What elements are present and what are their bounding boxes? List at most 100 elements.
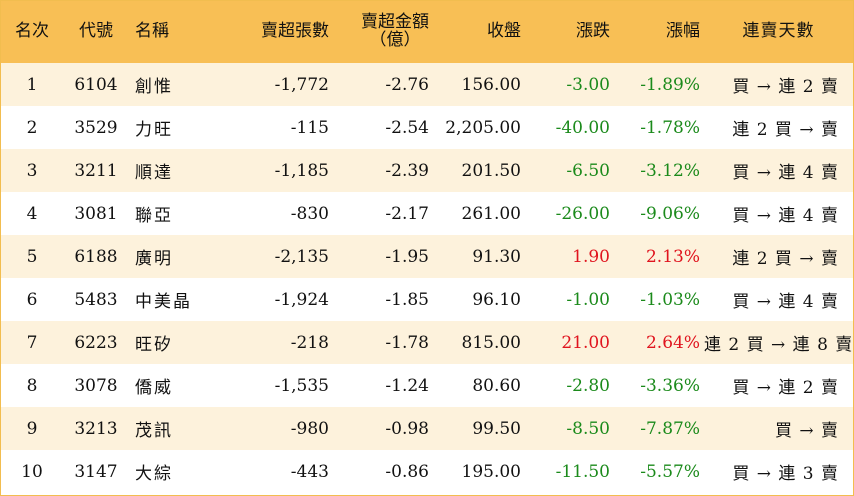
cell-consecutive-days: 買 → 連 2 賣 xyxy=(732,77,839,97)
header-net-sell-amount: 賣超金額 （億） xyxy=(333,1,433,63)
cell-code: 6188 xyxy=(74,246,118,267)
cell-consecutive-days: 連 2 買 → 賣 xyxy=(732,249,839,269)
cell-consecutive-days: 買 → 連 4 賣 xyxy=(732,163,839,183)
cell-consecutive-days: 買 → 賣 xyxy=(774,421,839,441)
cell-net-sell-lots: -980 xyxy=(290,418,329,439)
cell-change: 21.00 xyxy=(561,332,610,353)
table-row: 7 6223 旺矽 -218 -1.78 815.00 21.00 2.64% 連 2 買 → … xyxy=(1,321,853,364)
table-row: 2 3529 力旺 -115 -2.54 2,205.00 -40.00 -1.78% 連 2 … xyxy=(1,106,853,149)
cell-net-sell-amount: -2.39 xyxy=(385,160,429,181)
header-name: 名稱 xyxy=(135,21,169,42)
cell-name: 僑威 xyxy=(135,378,173,398)
cell-rank: 7 xyxy=(26,332,38,353)
cell-change-pct: -1.78% xyxy=(640,117,700,138)
cell-close: 201.50 xyxy=(461,160,521,181)
cell-close: 80.60 xyxy=(472,375,521,396)
cell-net-sell-amount: -1.85 xyxy=(385,289,429,310)
cell-name: 順達 xyxy=(135,163,173,183)
cell-net-sell-amount: -0.98 xyxy=(385,418,429,439)
cell-consecutive-days: 買 → 連 2 賣 xyxy=(732,378,839,398)
cell-code: 3147 xyxy=(74,461,118,482)
cell-name: 中美晶 xyxy=(135,292,192,312)
cell-rank: 8 xyxy=(26,375,38,396)
cell-change-pct: -9.06% xyxy=(640,203,700,224)
cell-code: 3529 xyxy=(74,117,118,138)
cell-net-sell-lots: -1,924 xyxy=(274,289,329,310)
header-net-sell-amount-label: 賣超金額 （億） xyxy=(361,12,429,50)
cell-change: 1.90 xyxy=(572,246,610,267)
header-code: 代號 xyxy=(79,21,113,42)
cell-change: -11.50 xyxy=(555,461,610,482)
header-row: 名次 代號 名稱 賣超張數 賣超金額 （億） 收盤 漲跌 漲幅 連賣天數 xyxy=(1,1,853,63)
cell-rank: 1 xyxy=(26,74,38,95)
cell-net-sell-lots: -2,135 xyxy=(274,246,329,267)
cell-close: 96.10 xyxy=(472,289,521,310)
cell-net-sell-amount: -2.54 xyxy=(385,117,429,138)
cell-code: 6223 xyxy=(74,332,118,353)
cell-net-sell-lots: -1,535 xyxy=(274,375,329,396)
cell-net-sell-lots: -115 xyxy=(290,117,329,138)
header-net-sell-amount-line2: （億） xyxy=(369,30,421,50)
table-row: 10 3147 大綜 -443 -0.86 195.00 -11.50 -5.57% 買 → 連… xyxy=(1,450,853,493)
header-close: 收盤 xyxy=(487,21,521,42)
cell-close: 2,205.00 xyxy=(445,117,521,138)
cell-change-pct: 2.13% xyxy=(645,246,700,267)
table-body: 1 6104 創惟 -1,772 -2.76 156.00 -3.00 -1.89% 買 → 連… xyxy=(1,63,853,493)
table-row: 8 3078 僑威 -1,535 -1.24 80.60 -2.80 -3.36% 買 → 連 … xyxy=(1,364,853,407)
table-row: 4 3081 聯亞 -830 -2.17 261.00 -26.00 -9.06% 買 → 連 … xyxy=(1,192,853,235)
cell-net-sell-amount: -0.86 xyxy=(385,461,429,482)
cell-net-sell-amount: -2.76 xyxy=(385,74,429,95)
cell-change-pct: -7.87% xyxy=(640,418,700,439)
cell-consecutive-days: 買 → 連 4 賣 xyxy=(732,292,839,312)
cell-change: -3.00 xyxy=(566,74,610,95)
cell-code: 5483 xyxy=(74,289,118,310)
cell-net-sell-amount: -1.24 xyxy=(385,375,429,396)
table-row: 9 3213 茂訊 -980 -0.98 99.50 -8.50 -7.87% 買 → 賣 xyxy=(1,407,853,450)
cell-change-pct: 2.64% xyxy=(645,332,700,353)
cell-code: 3081 xyxy=(74,203,118,224)
cell-net-sell-amount: -1.95 xyxy=(385,246,429,267)
cell-name: 力旺 xyxy=(135,120,173,140)
table-row: 6 5483 中美晶 -1,924 -1.85 96.10 -1.00 -1.03% 買 → 連… xyxy=(1,278,853,321)
cell-change: -6.50 xyxy=(566,160,610,181)
cell-change-pct: -1.89% xyxy=(640,74,700,95)
cell-close: 815.00 xyxy=(461,332,521,353)
cell-name: 創惟 xyxy=(135,77,173,97)
cell-close: 91.30 xyxy=(472,246,521,267)
cell-code: 3078 xyxy=(74,375,118,396)
header-net-sell-lots: 賣超張數 xyxy=(261,21,329,42)
cell-change: -1.00 xyxy=(566,289,610,310)
cell-rank: 5 xyxy=(26,246,38,267)
cell-name: 廣明 xyxy=(135,249,173,269)
cell-consecutive-days: 買 → 連 3 賣 xyxy=(732,464,839,484)
cell-rank: 4 xyxy=(26,203,38,224)
cell-rank: 6 xyxy=(26,289,38,310)
cell-consecutive-days: 買 → 連 4 賣 xyxy=(732,206,839,226)
table-row: 5 6188 廣明 -2,135 -1.95 91.30 1.90 2.13% 連 2 買 → … xyxy=(1,235,853,278)
cell-name: 大綜 xyxy=(135,464,173,484)
cell-rank: 3 xyxy=(26,160,38,181)
cell-rank: 2 xyxy=(26,117,38,138)
cell-change: -40.00 xyxy=(555,117,610,138)
header-change: 漲跌 xyxy=(576,21,610,42)
cell-rank: 10 xyxy=(21,461,43,482)
cell-code: 6104 xyxy=(74,74,118,95)
cell-change-pct: -1.03% xyxy=(640,289,700,310)
cell-change-pct: -3.12% xyxy=(640,160,700,181)
cell-code: 3211 xyxy=(74,160,118,181)
header-rank: 名次 xyxy=(15,21,49,42)
cell-net-sell-lots: -830 xyxy=(290,203,329,224)
cell-change: -2.80 xyxy=(566,375,610,396)
cell-close: 195.00 xyxy=(461,461,521,482)
cell-close: 261.00 xyxy=(461,203,521,224)
header-net-sell-amount-line1: 賣超金額 xyxy=(361,12,429,33)
cell-code: 3213 xyxy=(74,418,118,439)
cell-name: 聯亞 xyxy=(135,206,173,226)
cell-name: 茂訊 xyxy=(135,421,173,441)
cell-consecutive-days: 連 2 買 → 賣 xyxy=(732,120,839,140)
cell-net-sell-amount: -1.78 xyxy=(385,332,429,353)
cell-rank: 9 xyxy=(26,418,38,439)
table-row: 3 3211 順達 -1,185 -2.39 201.50 -6.50 -3.12% 買 → 連… xyxy=(1,149,853,192)
